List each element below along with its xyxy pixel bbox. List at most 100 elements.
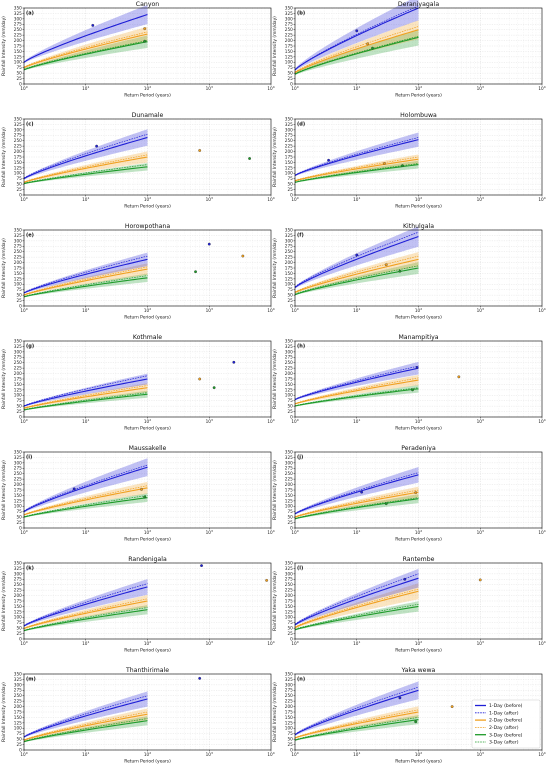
line-2day-before [294,590,419,629]
x-tick-label: 101 [353,85,360,91]
panel-label: (a) [26,11,34,17]
x-tick-label: 104 [267,640,274,646]
x-tick-label: 104 [267,418,274,424]
y-axis-label: Rainfall Intensity (mm/day) [1,127,7,187]
y-tick-label: 150 [14,49,22,54]
y-tick-label: 275 [14,466,22,471]
line-3day-after [294,387,419,407]
y-tick-label: 200 [14,482,22,487]
line-3day-after [294,603,419,630]
y-tick-label: 300 [14,16,22,21]
x-tick-label: 101 [82,307,89,313]
x-tick-label: 103 [477,418,484,424]
y-tick-label: 25 [16,742,22,747]
panel-title: Randenigala [128,556,167,563]
x-tick-label: 104 [267,85,274,91]
panel-title: Dunamale [132,112,164,119]
line-2day-before [23,156,148,183]
y-tick-label: 125 [285,498,293,503]
line-1day-before [23,586,148,627]
y-tick-label: 325 [285,233,293,238]
x-axis-label: Return Period (years) [124,537,171,543]
panel-title: Kithulgala [403,223,434,230]
y-tick-label: 350 [285,227,293,232]
y-tick-label: 300 [14,349,22,354]
legend-entry: 1-Day (before) [489,703,523,709]
y-tick-label: 75 [16,176,22,181]
line-3day-after [23,718,148,742]
panel-title: Manampitiya [398,334,438,341]
y-tick-label: 200 [14,593,22,598]
data-point-2-day [478,578,482,582]
x-tick-label: 104 [538,85,545,91]
data-point-3-day [194,270,197,274]
x-tick-label: 102 [415,751,422,757]
panel-m: 0255075100125150175200225250275300325350… [1,667,275,764]
y-tick-label: 350 [285,560,293,565]
y-tick-label: 275 [14,577,22,582]
line-3day-after [23,164,148,184]
line-1day-after [294,5,419,71]
band-1day [24,579,148,627]
x-tick-label: 103 [206,418,213,424]
panel-label: (h) [297,344,305,350]
line-2day-after [23,598,148,629]
y-tick-label: 325 [285,344,293,349]
y-tick-label: 225 [285,477,293,482]
data-point-3-day [401,164,404,168]
line-1day-before [294,235,419,288]
band-2day [295,20,419,74]
data-point-3-day [414,720,418,724]
line-3day-after [294,717,419,741]
y-tick-label: 350 [14,449,22,454]
legend-entry: 3-Day (before) [489,732,523,738]
line-3day-after [23,275,148,297]
y-tick-label: 150 [14,271,22,276]
y-axis-label: Rainfall Intensity (mm/day) [1,349,7,409]
y-tick-label: 25 [287,742,293,747]
panel-d: 0255075100125150175200225250275300325350… [272,112,546,209]
x-tick-label: 101 [353,307,360,313]
y-tick-label: 75 [16,287,22,292]
y-tick-label: 200 [285,593,293,598]
band-1day [295,568,419,626]
band-1day [24,252,148,294]
y-tick-label: 350 [285,671,293,676]
x-tick-label: 100 [20,307,27,313]
band-1day [24,129,148,180]
line-3day-before [294,36,419,75]
x-tick-label: 102 [144,307,151,313]
line-3day-before [294,164,419,183]
y-tick-label: 100 [285,615,293,620]
y-tick-label: 225 [285,255,293,260]
x-tick-label: 100 [291,751,298,757]
y-tick-label: 75 [287,287,293,292]
y-tick-label: 300 [285,238,293,243]
y-tick-label: 150 [14,604,22,609]
panel-f: 0255075100125150175200225250275300325350… [272,223,546,320]
panel-label: (f) [297,233,304,239]
y-tick-label: 350 [14,5,22,10]
y-tick-label: 300 [14,238,22,243]
y-tick-label: 0 [290,414,293,419]
x-tick-label: 102 [415,529,422,535]
y-tick-label: 75 [287,731,293,736]
y-tick-label: 25 [287,298,293,303]
x-tick-label: 100 [20,196,27,202]
y-tick-label: 125 [285,54,293,59]
line-1day-before [294,139,419,176]
line-3day-before [23,720,148,743]
x-tick-label: 101 [82,85,89,91]
y-tick-label: 250 [14,582,22,587]
line-3day-before [294,719,419,741]
y-tick-label: 250 [285,582,293,587]
y-axis-label: Rainfall Intensity (mm/day) [272,238,278,298]
y-tick-label: 225 [14,144,22,149]
y-tick-label: 175 [14,487,22,492]
y-tick-label: 100 [14,171,22,176]
line-1day-after [294,472,419,514]
y-tick-label: 0 [19,414,22,419]
panel-title: Yaka wewa [401,667,436,674]
panel-label: (e) [26,233,34,239]
data-point-3-day [411,388,414,392]
